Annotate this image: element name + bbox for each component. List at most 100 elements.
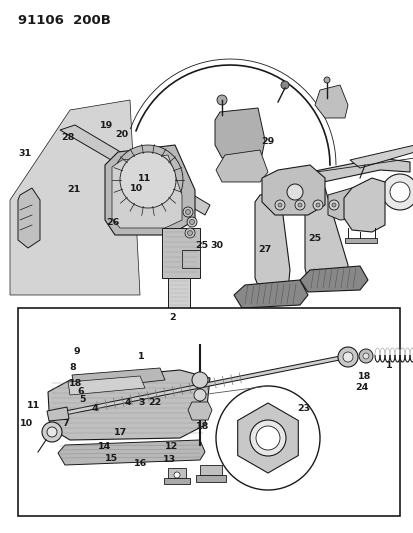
Polygon shape <box>60 125 209 215</box>
Text: 6: 6 <box>77 387 84 397</box>
Text: 91106  200B: 91106 200B <box>18 14 111 27</box>
Text: 17: 17 <box>114 428 127 437</box>
Text: 16: 16 <box>134 458 147 467</box>
Circle shape <box>358 349 372 363</box>
Text: 23: 23 <box>297 403 310 413</box>
Text: 7: 7 <box>62 419 69 428</box>
Bar <box>161 228 199 278</box>
Circle shape <box>286 184 302 200</box>
Circle shape <box>381 174 413 210</box>
Text: 12: 12 <box>165 442 178 451</box>
Polygon shape <box>349 145 413 168</box>
Circle shape <box>192 372 207 388</box>
Text: 10: 10 <box>20 419 33 428</box>
Circle shape <box>249 420 285 456</box>
Polygon shape <box>254 192 289 295</box>
Text: 18: 18 <box>69 379 82 389</box>
Bar <box>195 475 225 482</box>
Polygon shape <box>113 145 183 215</box>
Circle shape <box>187 217 197 227</box>
Circle shape <box>194 389 206 401</box>
Text: 29: 29 <box>261 137 274 146</box>
Circle shape <box>297 203 301 207</box>
Circle shape <box>47 427 57 437</box>
Polygon shape <box>261 165 324 215</box>
Circle shape <box>216 386 319 490</box>
Circle shape <box>277 203 281 207</box>
Polygon shape <box>10 100 140 295</box>
Text: 13: 13 <box>163 455 176 464</box>
Circle shape <box>185 209 190 214</box>
Bar <box>164 478 190 484</box>
Text: 9: 9 <box>73 347 80 356</box>
Text: 26: 26 <box>106 219 119 227</box>
Circle shape <box>189 220 194 224</box>
Polygon shape <box>304 188 347 285</box>
Text: 18: 18 <box>357 372 370 381</box>
Circle shape <box>362 353 368 359</box>
Polygon shape <box>299 266 367 292</box>
Circle shape <box>342 352 352 362</box>
Polygon shape <box>314 85 347 118</box>
Circle shape <box>185 228 195 238</box>
Text: 4: 4 <box>124 398 131 407</box>
Text: 28: 28 <box>62 133 75 142</box>
Text: 25: 25 <box>307 234 320 243</box>
Polygon shape <box>58 440 204 465</box>
Text: 30: 30 <box>210 241 223 249</box>
Polygon shape <box>48 370 209 440</box>
Text: 1: 1 <box>137 352 144 361</box>
Circle shape <box>323 77 329 83</box>
Text: 21: 21 <box>67 185 80 193</box>
Polygon shape <box>214 108 264 158</box>
Bar <box>344 238 376 243</box>
Circle shape <box>255 426 279 450</box>
Circle shape <box>331 203 335 207</box>
Polygon shape <box>72 368 165 390</box>
Polygon shape <box>327 185 377 220</box>
Circle shape <box>315 203 319 207</box>
Text: 4: 4 <box>91 403 97 413</box>
Polygon shape <box>343 178 384 232</box>
Polygon shape <box>112 155 182 228</box>
Text: 8: 8 <box>69 363 76 372</box>
Circle shape <box>312 200 322 210</box>
Circle shape <box>183 207 192 217</box>
Circle shape <box>328 200 338 210</box>
Polygon shape <box>47 407 69 421</box>
Circle shape <box>42 422 62 442</box>
Polygon shape <box>237 403 298 473</box>
Bar <box>18 308 399 516</box>
Circle shape <box>294 200 304 210</box>
Circle shape <box>120 152 176 208</box>
Bar <box>199 465 221 475</box>
Polygon shape <box>216 150 267 182</box>
Polygon shape <box>233 280 307 308</box>
Text: 1: 1 <box>385 360 392 369</box>
Text: 25: 25 <box>195 241 208 249</box>
Text: 2: 2 <box>169 313 176 322</box>
Polygon shape <box>68 376 145 395</box>
Text: 10: 10 <box>130 184 143 192</box>
Text: 14: 14 <box>97 442 111 451</box>
Text: 19: 19 <box>100 121 113 130</box>
Text: 15: 15 <box>105 454 118 463</box>
Polygon shape <box>294 158 409 188</box>
Text: 27: 27 <box>258 245 271 254</box>
Polygon shape <box>188 402 211 420</box>
Text: 20: 20 <box>115 130 128 139</box>
Circle shape <box>280 81 288 89</box>
Text: 3: 3 <box>138 398 145 407</box>
Text: 11: 11 <box>137 174 150 183</box>
Bar <box>168 278 190 318</box>
Text: 31: 31 <box>18 149 31 158</box>
Circle shape <box>173 472 180 478</box>
Circle shape <box>274 200 284 210</box>
Text: 22: 22 <box>148 398 161 407</box>
Polygon shape <box>18 188 40 248</box>
Text: 18: 18 <box>196 422 209 431</box>
Text: 24: 24 <box>355 383 368 392</box>
Circle shape <box>187 230 192 236</box>
Polygon shape <box>105 145 195 235</box>
Text: 11: 11 <box>26 401 40 410</box>
